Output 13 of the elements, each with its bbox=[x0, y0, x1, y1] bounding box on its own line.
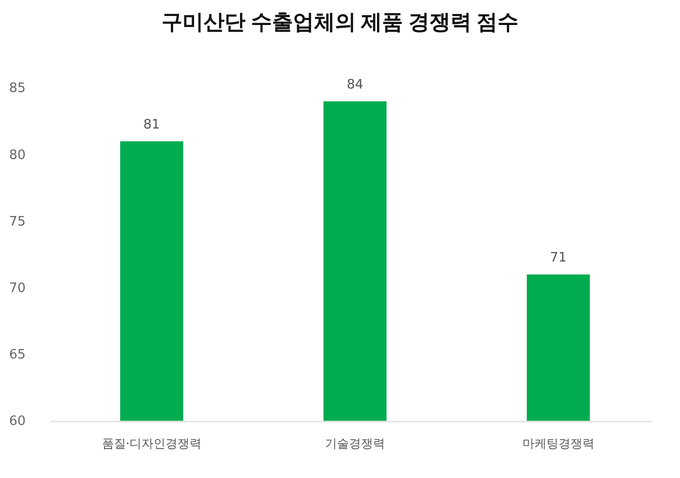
y-tick-label: 80 bbox=[9, 148, 26, 163]
x-tick-label: 기술경쟁력 bbox=[325, 436, 385, 451]
y-tick-label: 70 bbox=[9, 280, 26, 296]
data-label: 81 bbox=[143, 117, 160, 132]
y-tick-label: 65 bbox=[9, 348, 26, 363]
y-tick-label: 60 bbox=[9, 414, 26, 430]
y-tick-label: 75 bbox=[9, 214, 26, 230]
x-tick-label: 마케팅경쟁력 bbox=[522, 436, 594, 451]
x-tick-label: 품질·디자인경쟁력 bbox=[102, 436, 202, 451]
y-tick-label: 85 bbox=[9, 81, 26, 96]
data-label: 71 bbox=[550, 250, 567, 266]
chart-title: 구미산단 수출업체의 제품 경쟁력 점수 bbox=[162, 10, 518, 34]
data-label: 84 bbox=[346, 77, 364, 92]
